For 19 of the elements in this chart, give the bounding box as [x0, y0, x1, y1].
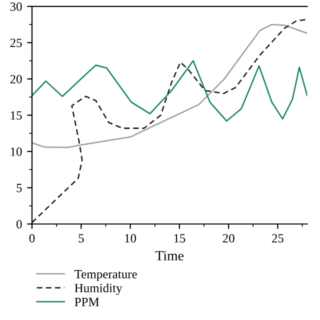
line-series — [32, 60, 308, 122]
y-tick-label: 20 — [10, 74, 22, 84]
x-tick-label: 0 — [29, 234, 35, 243]
x-tick-label: 15 — [174, 234, 186, 243]
y-tick-label: 30 — [10, 2, 22, 11]
y-tick-label: 25 — [10, 38, 22, 48]
y-tick-label: 5 — [16, 184, 22, 192]
line-series — [32, 24, 308, 148]
x-tick-label: 10 — [125, 234, 136, 243]
legend-label: PPM — [74, 298, 99, 306]
x-tick-label: 20 — [222, 234, 234, 243]
y-tick-label: 15 — [10, 111, 22, 120]
x-tick-label: 5 — [78, 234, 84, 243]
y-tick-label: 0 — [16, 220, 22, 228]
legend-label: Humidity — [74, 283, 122, 295]
x-axis-title: Time — [155, 251, 184, 260]
y-tick-label: 10 — [10, 147, 22, 156]
x-tick-label: 25 — [272, 234, 284, 243]
legend-label: Temperature — [74, 270, 137, 281]
